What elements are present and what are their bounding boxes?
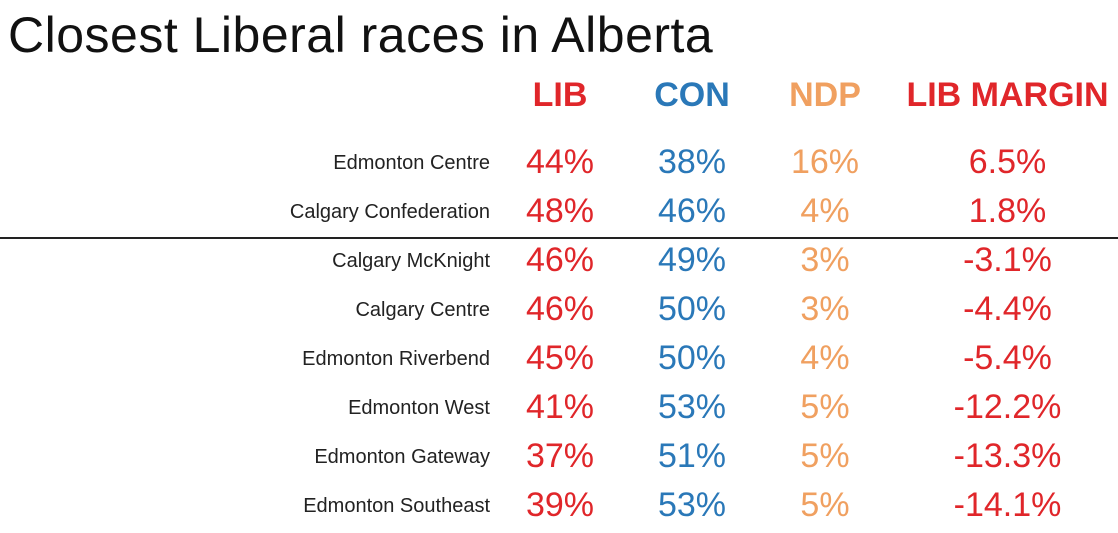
header-lib-margin: LIB MARGIN [906,76,1109,114]
lib-margin-value: 6.5% [968,143,1047,181]
con-value: 53% [657,388,727,426]
ndp-value: 3% [800,241,850,279]
riding-name: Edmonton Riverbend [302,348,490,370]
ndp-value: 4% [800,339,850,377]
con-value: 46% [657,192,727,230]
table-row: Edmonton Centre 44% 38% 16% 6.5% [0,142,1118,190]
ndp-value: 3% [800,290,850,328]
ndp-value: 4% [800,192,850,230]
riding-name: Edmonton Centre [333,152,490,174]
lib-margin-value: -13.3% [953,437,1062,475]
table-row: Edmonton Gateway 37% 51% 5% -13.3% [0,436,1118,484]
con-value: 51% [657,437,727,475]
table-row: Edmonton Southeast 39% 53% 5% -14.1% [0,485,1118,533]
riding-name: Calgary Confederation [289,201,490,223]
lib-value: 39% [525,486,595,524]
header-con: CON [654,76,730,114]
header-ndp: NDP [789,76,861,114]
lib-margin-value: -12.2% [953,388,1062,426]
lib-margin-value: -4.4% [963,290,1052,328]
table-row: Calgary Confederation 48% 46% 4% 1.8% [0,191,1118,239]
riding-name: Edmonton Southeast [303,495,490,517]
ndp-value: 5% [800,486,850,524]
ndp-value: 5% [800,437,850,475]
riding-name: Edmonton Gateway [314,446,490,468]
con-value: 53% [657,486,727,524]
table-row: Edmonton Riverbend 45% 50% 4% -5.4% [0,338,1118,386]
lib-margin-value: -14.1% [953,486,1062,524]
lib-value: 41% [525,388,595,426]
lib-value: 44% [525,143,595,181]
riding-name: Calgary Centre [355,299,490,321]
header-lib: LIB [532,76,588,114]
table-row: Calgary Centre 46% 50% 3% -4.4% [0,289,1118,337]
lib-value: 37% [525,437,595,475]
lib-margin-value: 1.8% [968,192,1047,230]
table-divider [0,237,1118,239]
con-value: 50% [657,290,727,328]
table-row: Calgary McKnight 46% 49% 3% -3.1% [0,240,1118,288]
lib-margin-value: -3.1% [963,241,1052,279]
chart-title: Closest Liberal races in Alberta [8,7,714,63]
lib-value: 48% [525,192,595,230]
ndp-value: 5% [800,388,850,426]
riding-name: Edmonton West [348,397,490,419]
table-row: Edmonton West 41% 53% 5% -12.2% [0,387,1118,435]
lib-margin-value: -5.4% [963,339,1052,377]
con-value: 49% [657,241,727,279]
con-value: 50% [657,339,727,377]
lib-value: 46% [525,241,595,279]
lib-value: 45% [525,339,595,377]
lib-value: 46% [525,290,595,328]
con-value: 38% [657,143,727,181]
ndp-value: 16% [790,143,860,181]
riding-name: Calgary McKnight [332,250,490,272]
